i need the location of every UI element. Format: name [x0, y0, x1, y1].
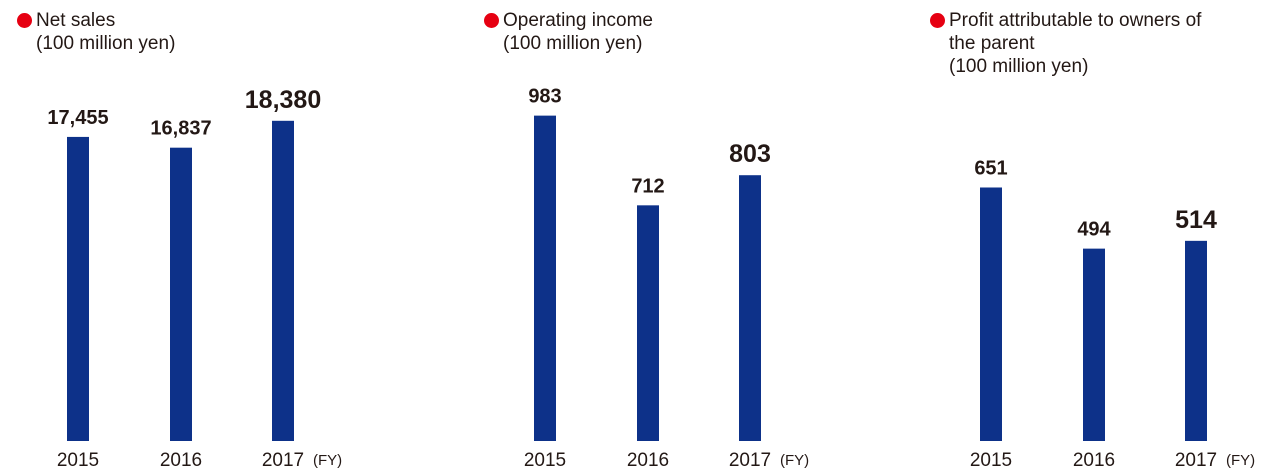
chart-title: Operating income (100 million yen) — [503, 9, 653, 55]
x-tick-label: 2016 — [627, 450, 669, 470]
data-label: 514 — [1175, 206, 1217, 234]
chart-title: Profit attributable to owners of the par… — [949, 9, 1201, 78]
red-circle-bullet-icon — [484, 13, 499, 28]
data-label: 16,837 — [150, 118, 211, 140]
net-sales-chart: Net sales (100 million yen) 17,455 2015 16… — [17, 0, 377, 470]
data-label: 18,380 — [245, 86, 321, 114]
x-tick-label: 2017 — [262, 450, 304, 470]
operating-income-chart: Operating income (100 million yen) 983 20… — [484, 0, 844, 470]
chart-title-line: Profit attributable to owners of — [949, 10, 1202, 31]
data-label: 494 — [1077, 219, 1111, 241]
chart-title-line: Net sales — [36, 10, 116, 31]
bar-2017 — [739, 175, 761, 441]
chart-plot: 983 2015 712 2016 803 2017 (FY) — [524, 86, 809, 470]
red-circle-bullet-icon — [17, 13, 32, 28]
data-label: 17,455 — [47, 107, 108, 129]
x-unit-label: (FY) — [780, 452, 809, 469]
x-tick-label: 2015 — [524, 450, 566, 470]
x-tick-label: 2017 — [1175, 450, 1217, 470]
chart-title-line: (100 million yen) — [503, 33, 643, 54]
bar-2016 — [637, 205, 659, 441]
chart-plot: 651 2015 494 2016 514 2017 (FY) — [970, 157, 1255, 470]
chart-title: Net sales (100 million yen) — [36, 9, 175, 55]
chart-plot: 17,455 2015 16,837 2016 18,380 2017 (FY) — [47, 86, 342, 470]
bar-2015 — [534, 115, 556, 441]
bar-2016 — [170, 147, 192, 441]
chart-title-line: Operating income — [503, 10, 653, 31]
data-label: 803 — [729, 140, 771, 168]
x-tick-label: 2016 — [1073, 450, 1115, 470]
data-label: 983 — [528, 86, 561, 108]
data-label: 651 — [974, 157, 1007, 179]
bar-2017 — [272, 120, 294, 441]
x-tick-label: 2015 — [57, 450, 99, 470]
bar-2015 — [67, 136, 89, 441]
chart-title-line: (100 million yen) — [36, 33, 176, 54]
chart-title-line: the parent — [949, 33, 1035, 54]
x-tick-label: 2017 — [729, 450, 771, 470]
red-circle-bullet-icon — [930, 13, 945, 28]
bar-2017 — [1185, 240, 1207, 441]
x-tick-label: 2016 — [160, 450, 202, 470]
x-unit-label: (FY) — [313, 452, 342, 469]
bar-2016 — [1083, 248, 1105, 441]
profit-attributable-chart: Profit attributable to owners of the par… — [930, 0, 1287, 470]
bar-2015 — [980, 187, 1002, 441]
x-unit-label: (FY) — [1226, 452, 1255, 469]
data-label: 712 — [631, 175, 664, 197]
chart-title-line: (100 million yen) — [949, 56, 1089, 77]
x-tick-label: 2015 — [970, 450, 1012, 470]
